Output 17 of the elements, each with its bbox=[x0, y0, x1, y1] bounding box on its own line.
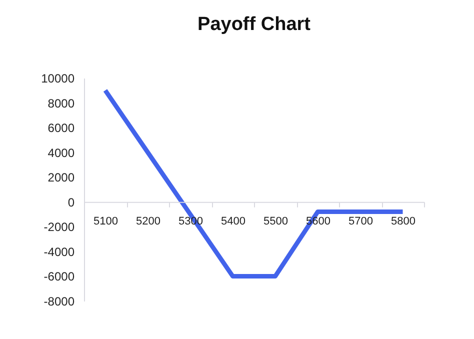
x-tick-label: 5400 bbox=[221, 215, 246, 228]
y-tick-label: -6000 bbox=[44, 270, 75, 284]
x-tick-label: 5800 bbox=[391, 215, 416, 228]
x-tick-label: 5700 bbox=[348, 215, 373, 228]
y-tick-label: -2000 bbox=[44, 220, 75, 234]
y-tick-label: -4000 bbox=[44, 244, 75, 259]
y-tick-label: 6000 bbox=[48, 121, 75, 136]
x-tick-label: 5100 bbox=[94, 215, 118, 228]
y-tick-label: 2000 bbox=[48, 170, 75, 185]
x-tick-label: 5200 bbox=[136, 215, 160, 228]
y-tick-label: 10000 bbox=[41, 72, 75, 86]
y-tick-label: 8000 bbox=[48, 96, 75, 110]
y-tick-label: 4000 bbox=[48, 146, 75, 160]
chart-title: Payoff Chart bbox=[198, 14, 312, 35]
x-tick-label: 5500 bbox=[264, 215, 288, 228]
y-tick-label: -8000 bbox=[44, 294, 75, 308]
y-tick-label: 0 bbox=[68, 195, 75, 210]
